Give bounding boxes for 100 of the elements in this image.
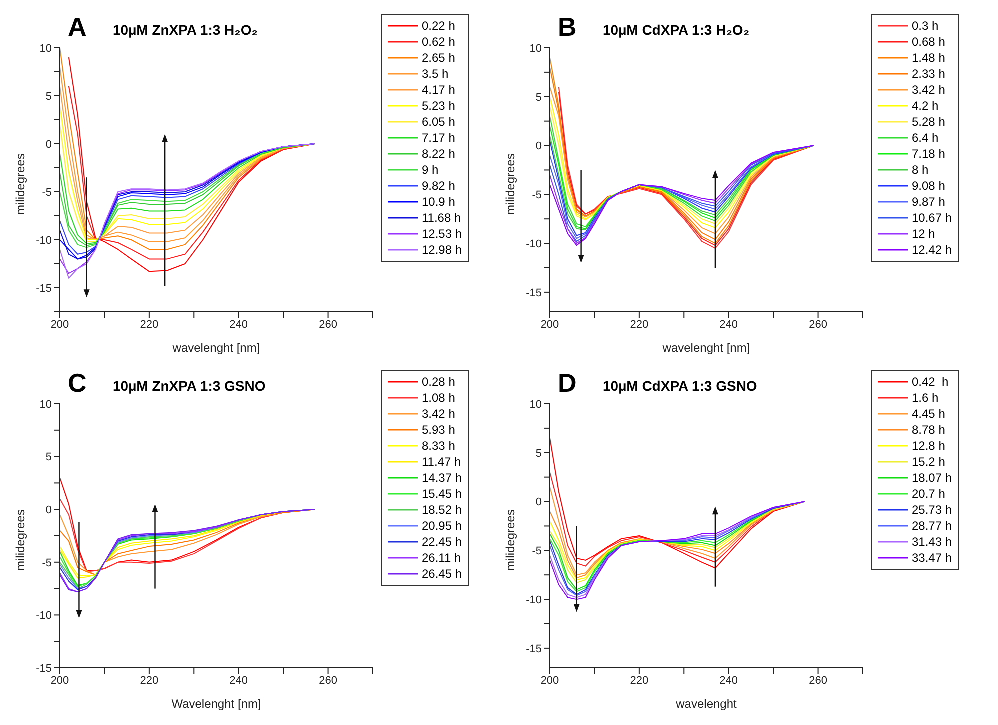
- legend-label: 4.2 h: [912, 99, 939, 113]
- y-tick-label: 0: [46, 138, 52, 151]
- legend-label: 11.68 h: [422, 211, 462, 225]
- x-axis-title: wavelenght [nm]: [172, 341, 260, 355]
- legend-label: 5.28 h: [912, 115, 946, 129]
- y-tick-label: -10: [36, 234, 52, 247]
- x-tick-label: 240: [230, 674, 248, 687]
- legend-label: 0.22 h: [422, 19, 456, 33]
- legend-label: 20.7 h: [912, 487, 946, 501]
- legend-label: 11.47 h: [422, 455, 462, 469]
- legend-label: 12.98 h: [422, 243, 462, 257]
- legend-label: 22.45 h: [422, 535, 462, 549]
- legend-label: 7.18 h: [912, 147, 946, 161]
- x-tick-label: 200: [50, 318, 70, 331]
- legend-label: 5.23 h: [422, 99, 456, 113]
- x-tick-label: 220: [630, 674, 649, 687]
- y-tick-label: 0: [46, 504, 52, 517]
- legend-label: 15.45 h: [422, 487, 462, 501]
- legend-label: 5.93 h: [422, 423, 456, 437]
- legend-label: 12.42 h: [912, 243, 952, 257]
- legend-label: 10.67 h: [912, 211, 952, 225]
- legend-label: 0.62 h: [422, 35, 456, 49]
- legend-label: 1.6 h: [912, 391, 939, 405]
- text: B: [558, 12, 577, 42]
- y-tick-label: -10: [526, 238, 542, 250]
- legend-label: 12.8 h: [912, 439, 946, 453]
- legend-label: 8.33 h: [422, 439, 456, 453]
- legend-label: 9.08 h: [912, 179, 946, 193]
- x-tick-label: 200: [540, 674, 560, 687]
- x-tick-label: 260: [319, 674, 338, 687]
- legend-label: 3.42 h: [422, 407, 456, 421]
- x-tick-label: 260: [809, 674, 828, 687]
- legend-label: 9.87 h: [912, 195, 946, 209]
- y-axis-title: milidegrees: [13, 154, 28, 215]
- legend-label: 9.82 h: [422, 179, 456, 193]
- legend-label: 3.42 h: [912, 83, 946, 97]
- legend-label: 0.3 h: [912, 19, 939, 33]
- x-axis-title: wavelenght [nm]: [662, 341, 750, 355]
- legend-label: 15.2 h: [912, 455, 946, 469]
- legend-label: 2.65 h: [422, 51, 456, 65]
- y-axis-title: milidegrees: [503, 510, 518, 571]
- legend-label: 20.95 h: [422, 519, 462, 533]
- y-tick-label: -10: [526, 594, 542, 606]
- legend-label: 28.77 h: [912, 519, 952, 533]
- y-tick-label: -5: [532, 546, 542, 558]
- chart-title: 10µM CdXPA 1:3 GSNO: [603, 378, 758, 394]
- legend-label: 18.07 h: [912, 471, 952, 485]
- y-axis-title: milidegrees: [13, 510, 28, 571]
- legend-label: 12.53 h: [422, 227, 462, 241]
- legend-label: 25.73 h: [912, 503, 952, 517]
- x-axis-title: wavelenght: [675, 697, 738, 711]
- legend-label: 8.78 h: [912, 423, 946, 437]
- y-tick-label: -10: [36, 610, 52, 622]
- y-tick-label: 10: [530, 42, 542, 55]
- legend-label: 8 h: [912, 163, 929, 177]
- y-axis-title: milidegrees: [503, 154, 518, 215]
- legend-label: 26.11 h: [422, 551, 462, 565]
- y-tick-label: 5: [536, 92, 542, 104]
- legend-label: 9 h: [422, 163, 439, 177]
- legend-label: 4.45 h: [912, 407, 946, 421]
- legend-label: 1.08 h: [422, 391, 456, 405]
- y-tick-label: -5: [42, 557, 52, 570]
- legend-label: 0.28 h: [422, 375, 456, 389]
- y-tick-label: 10: [530, 398, 542, 411]
- legend-label: 3.5 h: [422, 67, 449, 81]
- y-tick-label: -5: [532, 190, 542, 202]
- x-tick-label: 240: [720, 674, 738, 687]
- legend-label: 33.47 h: [912, 551, 952, 565]
- x-tick-label: 260: [319, 318, 338, 331]
- legend-label: 18.52 h: [422, 503, 462, 517]
- x-tick-label: 200: [540, 318, 560, 331]
- text: A: [68, 12, 87, 42]
- x-tick-label: 240: [230, 318, 248, 331]
- y-tick-label: -15: [526, 643, 542, 656]
- legend-label: 7.17 h: [422, 131, 456, 145]
- x-tick-label: 260: [809, 318, 828, 331]
- y-tick-label: 0: [536, 140, 542, 153]
- x-tick-label: 200: [50, 674, 70, 687]
- legend-label: 14.37 h: [422, 471, 462, 485]
- y-tick-label: 10: [40, 398, 52, 411]
- legend-label: 1.48 h: [912, 51, 946, 65]
- legend-label: 6.05 h: [422, 115, 456, 129]
- legend-label: 2.33 h: [912, 67, 946, 81]
- x-tick-label: 240: [720, 318, 738, 331]
- y-tick-label: 5: [46, 90, 52, 103]
- y-tick-label: -5: [42, 186, 52, 199]
- y-tick-label: 0: [536, 496, 542, 509]
- text: C: [68, 368, 87, 398]
- chart-title: 10µM ZnXPA 1:3 GSNO: [113, 378, 266, 394]
- legend-label: 26.45 h: [422, 567, 462, 581]
- legend-label: 12 h: [912, 227, 936, 241]
- legend-label: 6.4 h: [912, 131, 939, 145]
- x-axis-title: Wavelenght [nm]: [172, 697, 262, 711]
- legend-label: 0.68 h: [912, 35, 946, 49]
- y-tick-label: 10: [40, 42, 52, 55]
- x-tick-label: 220: [140, 674, 159, 687]
- legend-label: 0.42 h: [912, 375, 949, 389]
- legend-label: 8.22 h: [422, 147, 456, 161]
- y-tick-label: -15: [526, 287, 542, 300]
- y-tick-label: 5: [46, 452, 52, 464]
